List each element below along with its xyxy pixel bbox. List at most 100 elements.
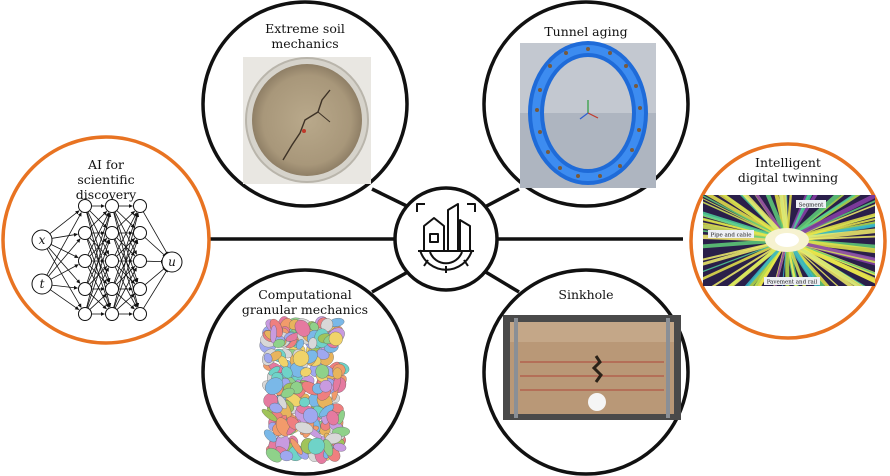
twin-title-line-2: digital twinning xyxy=(737,170,839,185)
tunnel-node xyxy=(482,0,690,208)
twin-image-label-pipe: Pipe and cable xyxy=(711,233,752,239)
nn-hidden-node xyxy=(133,307,147,321)
nn-input-node-t-label: t xyxy=(40,277,45,291)
nn-input-node-x xyxy=(31,229,53,251)
ai-title-line-2: scientific discovery xyxy=(75,172,137,202)
granular-particle xyxy=(269,402,283,414)
granular-node-title: Computational granular mechanics xyxy=(235,287,375,317)
granular-particle xyxy=(265,448,283,463)
nn-hidden-node xyxy=(133,254,147,268)
neural-network-diagram: x t u xyxy=(31,199,183,321)
twin-title-line-1: Intelligent xyxy=(755,155,821,170)
point-cloud-ray xyxy=(755,195,789,241)
nn-hidden-node xyxy=(105,254,119,268)
nn-hidden-node xyxy=(105,282,119,296)
extreme-soil-title-line-2: mechanics xyxy=(271,36,339,51)
granular-particle xyxy=(270,324,277,344)
granular-particle xyxy=(292,350,310,367)
nn-nodes: x t u xyxy=(31,199,183,321)
nn-output-node-u xyxy=(161,251,183,273)
tunnel-node-title: Tunnel aging xyxy=(536,24,636,39)
nn-output-node-u-label: u xyxy=(168,255,176,269)
nn-hidden-node xyxy=(78,282,92,296)
twin-image-label-pavement: Pavement and rail xyxy=(767,280,818,286)
point-cloud-ray xyxy=(742,195,789,242)
hub-node-circle xyxy=(393,186,499,292)
tunnel-title-line-1: Tunnel aging xyxy=(544,24,628,39)
nn-hidden-node xyxy=(133,199,147,213)
point-cloud-ray xyxy=(765,195,789,241)
granular-specimen-image xyxy=(259,316,350,464)
granular-particle xyxy=(303,407,319,424)
point-cloud-image xyxy=(703,195,875,286)
granular-particle xyxy=(281,366,293,379)
granular-particle xyxy=(277,395,288,410)
granular-particle xyxy=(273,339,286,348)
nn-input-node-t xyxy=(31,273,53,295)
granular-particle xyxy=(296,339,305,350)
tunnel-ring-image xyxy=(520,41,656,188)
point-cloud-ray xyxy=(778,195,789,241)
extreme-soil-node-title: Extreme soil mechanics xyxy=(245,21,365,51)
sinkhole-node-title: Sinkhole xyxy=(546,287,626,302)
point-cloud-ray xyxy=(729,239,788,286)
soil-dish-image xyxy=(243,57,371,184)
point-cloud-ray xyxy=(786,195,807,241)
nn-hidden-node xyxy=(78,307,92,321)
point-cloud-ray xyxy=(786,239,839,286)
extreme-soil-title-line-1: Extreme soil xyxy=(265,21,345,36)
point-cloud-ray xyxy=(720,195,789,242)
granular-particle xyxy=(328,331,343,346)
granular-particle xyxy=(307,437,325,455)
granular-particle xyxy=(280,387,295,398)
granular-node xyxy=(201,268,409,476)
granular-particle xyxy=(332,367,343,380)
point-cloud-ray xyxy=(744,238,789,286)
granular-particle xyxy=(315,364,329,379)
sinkhole-model-image xyxy=(503,315,681,420)
nn-hidden-node xyxy=(105,199,119,213)
granular-title-line-2: granular mechanics xyxy=(241,302,369,317)
twin-node: Segment Pipe and cable Pavement and rail xyxy=(689,142,887,340)
granular-particle xyxy=(309,322,319,332)
granular-particle xyxy=(333,443,347,452)
granular-particle xyxy=(308,337,318,350)
point-cloud-ray xyxy=(785,195,875,243)
granular-particle xyxy=(326,410,339,426)
granular-particle xyxy=(299,397,310,408)
ai-node: x t u xyxy=(1,135,211,345)
point-cloud-ray xyxy=(785,195,792,241)
connector-lines xyxy=(210,187,683,294)
point-cloud-ray xyxy=(703,195,788,241)
ai-title-line-1: AI for xyxy=(87,157,125,172)
hub-node xyxy=(393,186,499,292)
granular-particle xyxy=(279,450,294,462)
granular-particle xyxy=(294,319,311,337)
twin-node-title: Intelligent digital twinning xyxy=(728,155,848,185)
ai-node-title: AI for scientific discovery xyxy=(56,157,156,202)
granular-particle xyxy=(319,380,333,393)
twin-image-label-segment: Segment xyxy=(799,203,825,209)
granular-particle xyxy=(265,377,284,395)
point-cloud-ray xyxy=(754,239,788,286)
nn-hidden-node xyxy=(133,226,147,240)
nn-hidden-node xyxy=(78,199,92,213)
granular-particle xyxy=(263,429,277,443)
smart-city-gear-icon xyxy=(416,203,476,273)
nn-hidden-node xyxy=(105,226,119,240)
point-cloud-ray xyxy=(785,237,864,286)
granular-title-line-1: Computational xyxy=(258,287,352,302)
nn-hidden-node xyxy=(78,254,92,268)
nn-hidden-node xyxy=(105,307,119,321)
extreme-soil-node xyxy=(201,0,409,208)
sinkhole-node xyxy=(482,268,690,476)
granular-particle xyxy=(263,353,273,364)
nn-hidden-node xyxy=(133,282,147,296)
nn-hidden-node xyxy=(78,226,92,240)
granular-particle xyxy=(294,421,314,434)
nn-input-node-x-label: x xyxy=(39,233,46,247)
point-cloud-ray xyxy=(711,239,788,286)
granular-particle xyxy=(290,438,303,455)
sinkhole-title-line-1: Sinkhole xyxy=(558,287,614,302)
